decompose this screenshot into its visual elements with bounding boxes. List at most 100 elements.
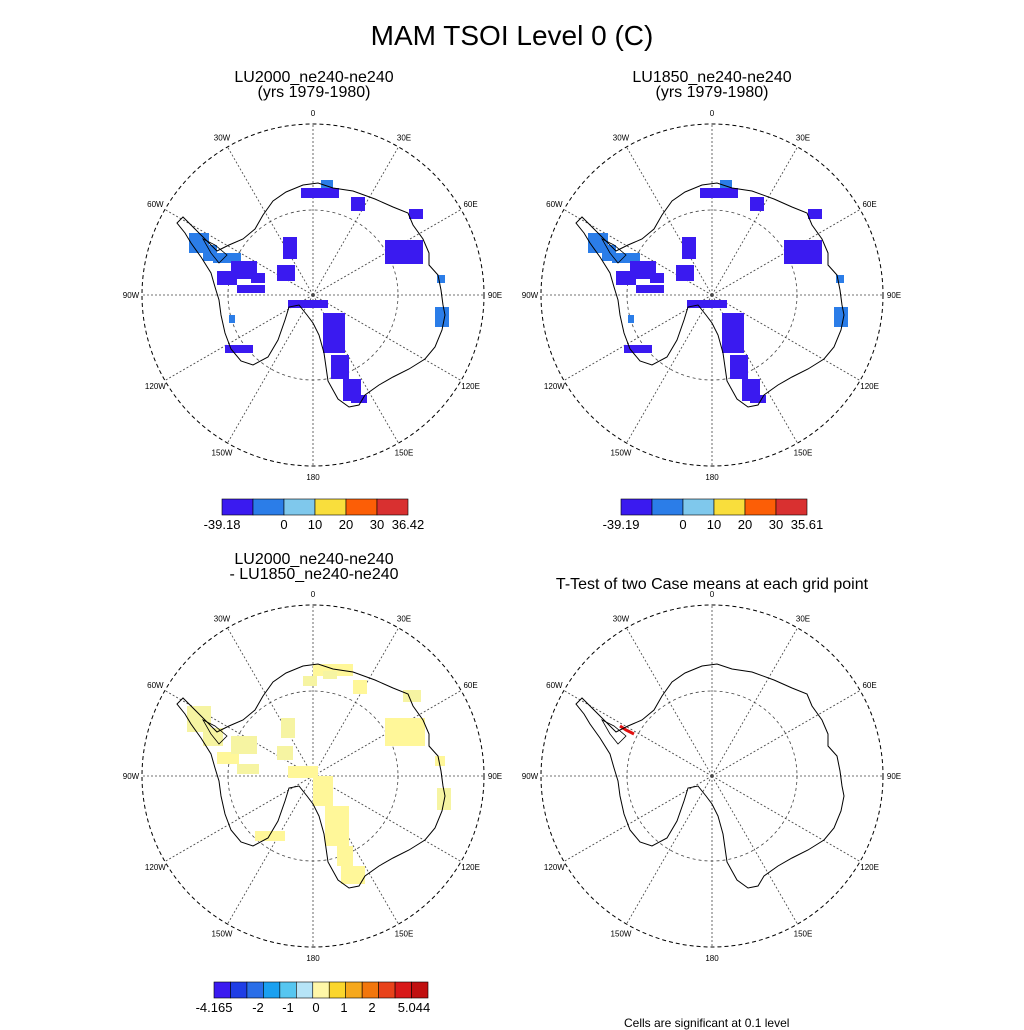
ice-shelf-outline xyxy=(201,238,228,264)
longitude-label: 30W xyxy=(613,133,630,142)
longitude-label: 30E xyxy=(796,614,810,623)
longitude-label: 150E xyxy=(794,930,813,939)
panel-3-title-line2: - LU1850_ne240-ne240 xyxy=(229,566,399,583)
data-cell xyxy=(231,261,257,279)
colorbar-swatch xyxy=(651,498,684,516)
map-boundary xyxy=(141,123,485,467)
data-cell xyxy=(251,273,265,283)
meridian-line xyxy=(711,294,861,381)
colorbar-swatch xyxy=(328,981,346,999)
data-cell xyxy=(301,188,339,198)
longitude-label: 120E xyxy=(860,382,879,391)
latitude-circle xyxy=(227,209,399,381)
meridian-line xyxy=(711,775,798,925)
colorbar-label: 30 xyxy=(370,517,384,532)
panel-3-title-line1: LU2000_ne240-ne240 xyxy=(234,551,394,568)
longitude-label: 180 xyxy=(306,473,320,482)
longitude-label: 90E xyxy=(887,772,901,781)
longitude-label: 60W xyxy=(546,681,563,690)
longitude-label: 30W xyxy=(613,614,630,623)
colorbar-label: 10 xyxy=(308,517,322,532)
longitude-label: 0 xyxy=(710,109,715,118)
data-cell xyxy=(303,676,317,686)
panel-1-title: LU2000_ne240-ne240 (yrs 1979-1980) xyxy=(154,69,474,101)
data-cell xyxy=(225,345,253,353)
colorbar-swatch xyxy=(252,498,285,516)
data-cell xyxy=(331,355,349,379)
map-boundary xyxy=(141,604,485,948)
panel-2-title-line2: (yrs 1979-1980) xyxy=(655,84,769,101)
data-cell xyxy=(750,395,766,403)
colorbar-swatch xyxy=(314,498,347,516)
longitude-label: 90E xyxy=(488,291,502,300)
data-cell xyxy=(337,846,353,866)
data-cell xyxy=(676,265,694,281)
coastline xyxy=(575,663,845,889)
meridian-line xyxy=(711,775,861,862)
data-cell xyxy=(602,245,616,261)
longitude-label: 120W xyxy=(544,863,565,872)
meridian-line xyxy=(312,294,462,381)
data-cell xyxy=(255,831,285,841)
longitude-label: 0 xyxy=(710,590,715,599)
data-cell xyxy=(277,265,295,281)
data-cell xyxy=(385,240,423,264)
data-cell xyxy=(650,273,664,283)
longitude-label: 30E xyxy=(796,133,810,142)
data-cell xyxy=(612,253,640,263)
colorbar-swatch xyxy=(296,981,314,999)
data-cell xyxy=(750,197,764,211)
data-cell xyxy=(351,197,365,211)
colorbar-swatch xyxy=(620,498,653,516)
meridian-line xyxy=(164,690,314,777)
panel-2-title: LU1850_ne240-ne240 (yrs 1979-1980) xyxy=(552,70,872,101)
colorbar-label: -1 xyxy=(282,1000,294,1015)
ice-shelf-outline xyxy=(600,238,627,264)
data-cell xyxy=(341,866,365,884)
meridian-line xyxy=(227,146,314,296)
panel-1-title-line2: (yrs 1979-1980) xyxy=(257,84,371,101)
longitude-label: 150W xyxy=(611,449,632,458)
longitude-label: 120W xyxy=(544,382,565,391)
colorbar-swatch xyxy=(744,498,777,516)
colorbar-label: -2 xyxy=(252,1000,264,1015)
meridian-line xyxy=(626,294,713,444)
polar-map-2: 0 30E 60E 90E 120E 150E 180 150W 120W 90W 60W 30W xyxy=(522,109,901,482)
data-cell xyxy=(687,300,727,308)
colorbar-1: -39.18 0 10 20 30 36.42 xyxy=(204,498,424,532)
data-cell xyxy=(323,671,337,679)
data-cell xyxy=(351,395,367,403)
data-cell xyxy=(682,237,696,259)
data-cell xyxy=(217,752,239,764)
longitude-label: 90E xyxy=(887,291,901,300)
colorbar-label: 0 xyxy=(312,1000,319,1015)
data-cell xyxy=(403,690,421,702)
colorbar-swatch xyxy=(279,981,297,999)
meridian-line xyxy=(312,146,399,296)
panel-3-title: LU2000_ne240-ne240 - LU1850_ne240-ne240 xyxy=(154,551,474,583)
colorbar-swatch xyxy=(376,498,409,516)
polar-map-1: 0 30E 60E 90E 120E 150E 180 150W 120W 90W 60W 30W xyxy=(123,109,502,482)
colorbar-label: 35.61 xyxy=(791,517,824,532)
coastline xyxy=(575,182,845,408)
data-cell xyxy=(323,313,345,353)
colorbar-label: 0 xyxy=(280,517,287,532)
colorbar-label: 0 xyxy=(679,517,686,532)
longitude-label: 150W xyxy=(212,449,233,458)
data-cell xyxy=(277,746,293,760)
panel-1-title-line1: LU2000_ne240-ne240 xyxy=(234,69,394,86)
coastline xyxy=(176,182,446,408)
meridian-line xyxy=(626,627,713,777)
longitude-label: 60E xyxy=(862,200,876,209)
colorbar-label: 2 xyxy=(368,1000,375,1015)
data-cell xyxy=(288,766,318,778)
meridian-line xyxy=(563,690,713,777)
colorbar-swatch xyxy=(312,981,330,999)
colorbar-2: -39.19 0 10 20 30 35.61 xyxy=(603,498,824,532)
footnote: Cells are significant at 0.1 level xyxy=(624,1016,790,1030)
data-cell xyxy=(288,300,328,308)
colorbar-swatch xyxy=(230,981,248,999)
meridian-line xyxy=(312,775,462,862)
latitude-circle xyxy=(626,209,798,381)
